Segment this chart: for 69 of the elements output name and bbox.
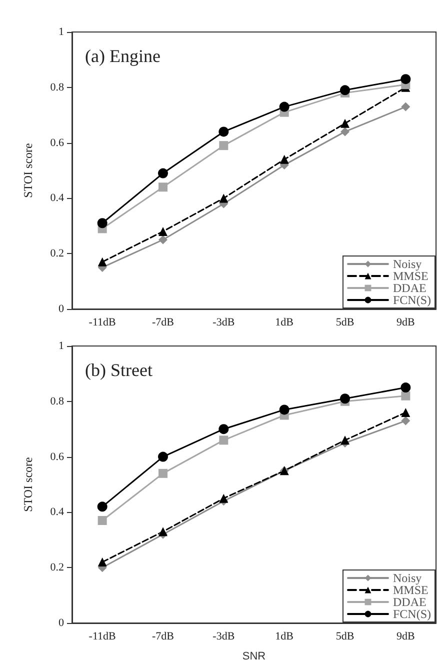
point bbox=[158, 168, 168, 178]
point bbox=[340, 394, 350, 404]
y-tick-label: 0.4 bbox=[50, 192, 64, 204]
point bbox=[400, 382, 411, 393]
y-tick-label: 0.8 bbox=[50, 81, 64, 94]
point bbox=[401, 102, 410, 112]
y-axis-title: STOI score bbox=[21, 143, 35, 198]
y-tick-label: 0.8 bbox=[50, 395, 64, 408]
point bbox=[279, 404, 290, 415]
legend-label: MMSE bbox=[392, 583, 428, 597]
point bbox=[401, 391, 410, 400]
x-tick-label: 1dB bbox=[275, 630, 294, 642]
y-tick-label: 0.6 bbox=[50, 450, 64, 463]
point bbox=[158, 235, 168, 244]
point bbox=[98, 558, 107, 567]
point bbox=[219, 141, 228, 150]
point bbox=[97, 502, 108, 512]
x-tick-label: -7dB bbox=[152, 630, 174, 642]
point bbox=[98, 516, 107, 526]
legend-label: DDAE bbox=[392, 281, 426, 295]
point bbox=[340, 436, 350, 445]
legend-label: MMSE bbox=[392, 269, 428, 283]
point bbox=[280, 154, 289, 164]
point bbox=[340, 118, 350, 128]
x-tick-label: 9dB bbox=[396, 316, 415, 328]
y-tick-label: 0.2 bbox=[50, 562, 64, 574]
point bbox=[279, 102, 290, 112]
x-tick-label: -7dB bbox=[152, 316, 174, 328]
point bbox=[218, 126, 229, 137]
y-tick-label: 0 bbox=[58, 303, 64, 315]
x-axis-title: SNR bbox=[242, 650, 266, 662]
point bbox=[218, 424, 229, 434]
y-tick-label: 0.4 bbox=[50, 506, 64, 518]
point bbox=[158, 226, 168, 236]
y-tick-label: 1 bbox=[58, 340, 64, 352]
point bbox=[97, 218, 108, 228]
legend-label: Noisy bbox=[392, 257, 422, 271]
point bbox=[219, 436, 228, 445]
x-tick-label: 1dB bbox=[275, 316, 294, 328]
y-tick-label: 0.2 bbox=[50, 248, 64, 260]
x-tick-label: 5dB bbox=[336, 316, 354, 328]
point bbox=[401, 408, 410, 417]
x-tick-label: 9dB bbox=[396, 630, 415, 642]
point bbox=[401, 416, 410, 426]
point bbox=[219, 194, 228, 203]
x-tick-label: -3dB bbox=[212, 316, 235, 328]
legend-label: FCN(S) bbox=[392, 293, 432, 307]
text: (b) Street bbox=[85, 360, 152, 380]
point bbox=[158, 182, 168, 192]
point bbox=[98, 257, 107, 266]
legend-label: FCN(S) bbox=[392, 607, 432, 621]
point bbox=[158, 527, 168, 536]
text: (a) Engine bbox=[85, 46, 160, 66]
point bbox=[340, 85, 350, 96]
x-tick-label: -11dB bbox=[88, 316, 116, 328]
y-tick-label: 0 bbox=[58, 617, 64, 629]
point bbox=[219, 494, 228, 503]
x-tick-label: -11dB bbox=[88, 630, 116, 642]
x-tick-label: -3dB bbox=[212, 630, 235, 642]
y-tick-label: 1 bbox=[58, 26, 64, 38]
y-axis-title: STOI score bbox=[21, 457, 35, 512]
legend-label: Noisy bbox=[392, 571, 422, 585]
legend-label: DDAE bbox=[392, 595, 426, 609]
x-tick-label: 5dB bbox=[336, 630, 354, 642]
point bbox=[158, 452, 168, 462]
point bbox=[340, 127, 350, 136]
y-tick-label: 0.6 bbox=[50, 136, 64, 149]
point bbox=[400, 74, 411, 84]
point bbox=[158, 468, 168, 478]
